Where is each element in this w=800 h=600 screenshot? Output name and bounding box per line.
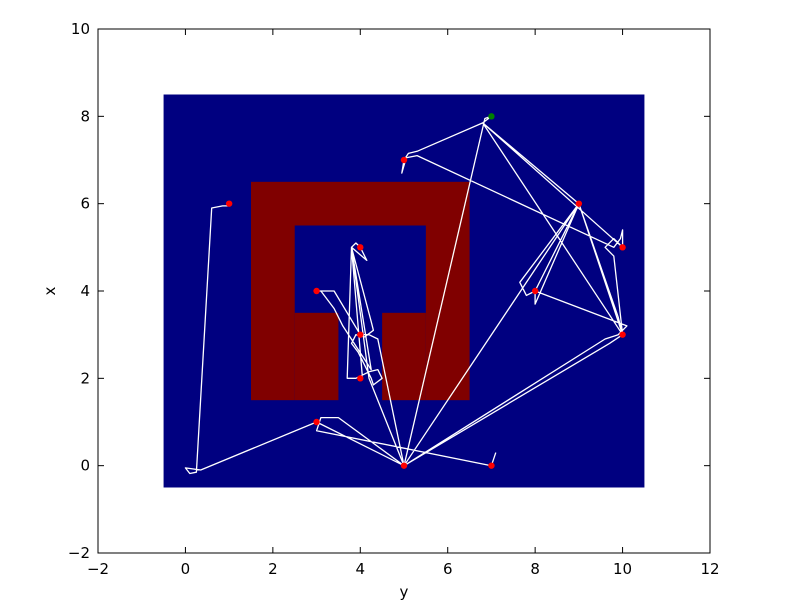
start-marker bbox=[488, 113, 495, 120]
waypoint-marker bbox=[575, 200, 583, 207]
y-tick-label: 6 bbox=[80, 195, 90, 213]
y-tick-label: −2 bbox=[68, 544, 90, 562]
y-axis-label: x bbox=[41, 286, 59, 295]
waypoint-marker bbox=[400, 462, 408, 469]
waypoint-marker bbox=[225, 200, 233, 207]
x-axis-label: y bbox=[400, 583, 409, 600]
x-tick-label: 6 bbox=[443, 560, 453, 578]
regions-layer bbox=[163, 94, 645, 488]
workspace-region bbox=[163, 94, 645, 488]
waypoint-marker bbox=[619, 244, 626, 251]
y-tick-label: 4 bbox=[80, 282, 90, 300]
waypoint-marker bbox=[313, 418, 320, 426]
x-tick-label: 12 bbox=[700, 560, 719, 578]
waypoint-marker bbox=[400, 156, 408, 164]
y-tick-label: 8 bbox=[80, 107, 90, 125]
x-tick-label: 8 bbox=[530, 560, 540, 578]
x-tick-label: 10 bbox=[613, 560, 632, 578]
x-tick-label: 2 bbox=[268, 560, 278, 578]
y-tick-label: 0 bbox=[80, 457, 90, 475]
obstacle-region bbox=[251, 225, 295, 401]
y-tick-label: 10 bbox=[71, 20, 90, 38]
waypoint-marker bbox=[531, 287, 539, 295]
waypoint-marker bbox=[357, 375, 364, 382]
obstacle-region bbox=[294, 312, 339, 401]
y-tick-label: 2 bbox=[80, 369, 90, 387]
waypoint-marker bbox=[357, 331, 364, 338]
waypoint-marker bbox=[313, 287, 320, 295]
obstacle-region bbox=[382, 312, 426, 401]
waypoint-marker bbox=[357, 244, 364, 251]
waypoint-marker bbox=[488, 462, 495, 469]
x-tick-label: 0 bbox=[181, 560, 191, 578]
x-tick-label: −2 bbox=[87, 560, 109, 578]
ticks-layer: −2 0 2 4 6 8 10 12 −2 0 2 4 6 8 10 bbox=[68, 20, 720, 578]
waypoint-marker bbox=[619, 331, 626, 338]
obstacle-region bbox=[425, 225, 470, 401]
x-tick-label: 4 bbox=[356, 560, 366, 578]
points-layer bbox=[225, 113, 626, 469]
obstacle-region bbox=[251, 181, 470, 226]
